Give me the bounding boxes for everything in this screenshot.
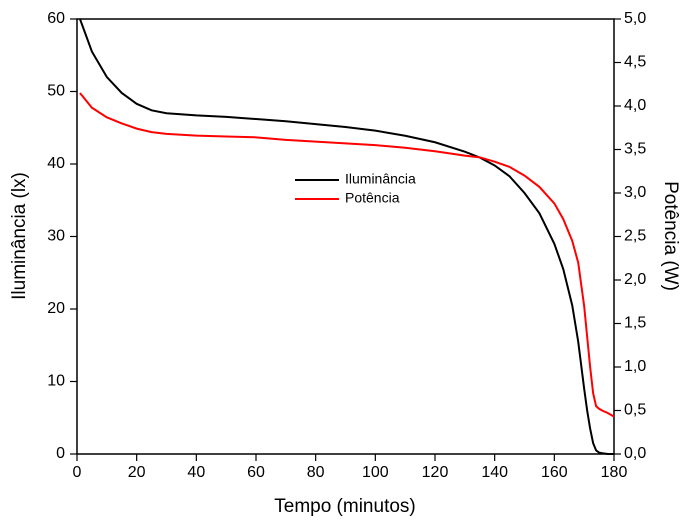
y-tick-label: 10 xyxy=(47,373,65,390)
y2-axis-title: Potência (W) xyxy=(660,181,681,291)
y2-tick-label: 2,5 xyxy=(624,228,646,245)
y2-tick-label: 0,5 xyxy=(624,402,646,419)
x-tick-label: 20 xyxy=(128,464,146,481)
x-axis-title: Tempo (minutos) xyxy=(274,496,416,517)
y-tick-label: 0 xyxy=(56,445,65,462)
x-tick-label: 100 xyxy=(362,464,389,481)
x-tick-label: 0 xyxy=(73,464,82,481)
plot-frame xyxy=(76,18,615,455)
legend-label: Iluminância xyxy=(345,171,416,187)
x-tick-label: 60 xyxy=(247,464,265,481)
y2-tick-label: 4,0 xyxy=(624,97,646,114)
x-tick-label: 80 xyxy=(307,464,325,481)
y-tick-label: 20 xyxy=(47,300,65,317)
y-axis-title: Iluminância (lx) xyxy=(9,172,30,300)
y2-tick-label: 1,0 xyxy=(624,358,646,375)
y-tick-label: 30 xyxy=(47,228,65,245)
data-line xyxy=(79,18,614,455)
y2-tick-label: 1,5 xyxy=(624,315,646,332)
y-tick-label: 40 xyxy=(47,155,65,172)
x-tick-label: 180 xyxy=(601,464,628,481)
data-line xyxy=(79,92,615,418)
x-tick-label: 40 xyxy=(187,464,205,481)
x-tick-label: 160 xyxy=(541,464,568,481)
y2-tick-label: 3,0 xyxy=(624,184,646,201)
y-tick-label: 50 xyxy=(47,83,65,100)
legend-label: Potência xyxy=(345,190,400,206)
x-tick-label: 120 xyxy=(422,464,449,481)
x-tick-label: 140 xyxy=(481,464,508,481)
y2-tick-label: 2,0 xyxy=(624,271,646,288)
y2-tick-label: 5,0 xyxy=(624,10,646,27)
y2-tick-label: 4,5 xyxy=(624,54,646,71)
y2-tick-label: 0,0 xyxy=(624,445,646,462)
y-tick-label: 60 xyxy=(47,10,65,27)
y2-tick-label: 3,5 xyxy=(624,141,646,158)
